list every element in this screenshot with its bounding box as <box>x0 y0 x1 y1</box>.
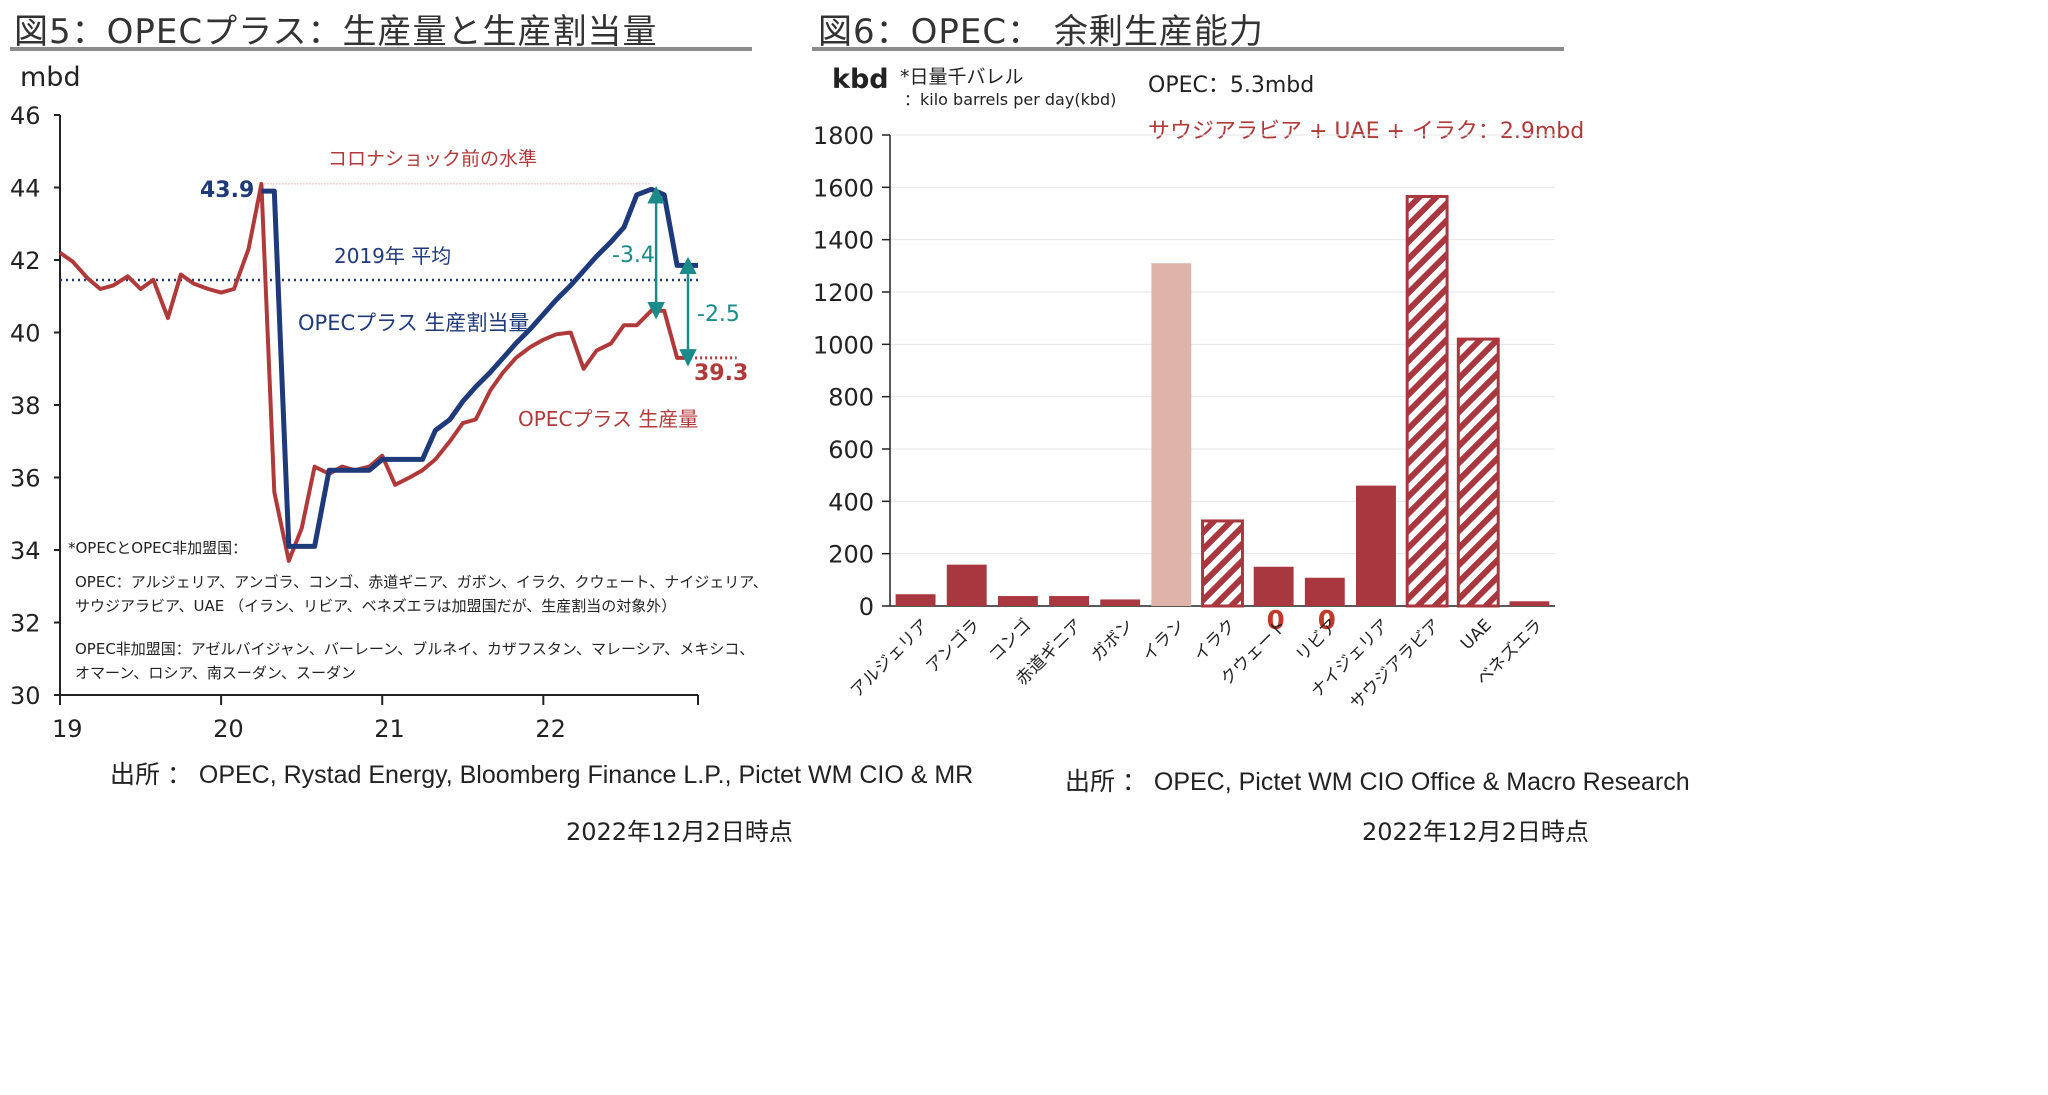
right-category-label: ガボン <box>1088 615 1138 665</box>
right-unit-note-2: ：kilo barrels per day(kbd) <box>904 90 1117 109</box>
bar-0 <box>895 594 936 606</box>
right-category-label: コンゴ <box>985 615 1036 666</box>
bar-5 <box>1151 263 1192 606</box>
right-category-label: イラン <box>1139 615 1189 665</box>
diff-3-4-label: -3.4 <box>612 243 655 268</box>
bar-11 <box>1456 337 1500 608</box>
right-y-tick-label: 1400 <box>813 227 874 255</box>
bar-10 <box>1405 194 1449 608</box>
left-unit-label: mbd <box>20 62 81 93</box>
right-y-tick-label: 800 <box>828 384 874 412</box>
left-y-tick-label: 34 <box>10 537 41 565</box>
right-chart-title: 図6：OPEC： 余剰生産能力 <box>818 12 1264 52</box>
right-category-label: アンゴラ <box>922 615 984 677</box>
left-y-tick-label: 32 <box>10 610 41 638</box>
left-y-axis: 30 32 34 36 38 40 42 44 46 <box>10 102 60 710</box>
note-opec-line-1: OPEC：アルジェリア、アンゴラ、コンゴ、赤道ギニア、ガボン、イラク、クウェート… <box>75 573 768 591</box>
left-x-tick-label: 21 <box>374 715 405 743</box>
value-43-9-label: 43.9 <box>200 178 254 203</box>
left-y-tick-label: 30 <box>10 682 41 710</box>
right-category-label: イラク <box>1190 615 1240 665</box>
left-y-tick-label: 42 <box>10 247 41 275</box>
pre-corona-label: コロナショック前の水準 <box>328 148 537 170</box>
right-date: 2022年12月2日時点 <box>1362 818 1589 846</box>
left-y-tick-label: 36 <box>10 465 41 493</box>
avg-2019-label: 2019年 平均 <box>334 244 451 268</box>
bar-8 <box>1304 577 1345 606</box>
right-y-tick-label: 1800 <box>813 122 874 150</box>
left-x-tick-label: 20 <box>213 715 244 743</box>
right-unit-note-1: *日量千バレル <box>900 66 1024 88</box>
bar-9 <box>1356 485 1396 606</box>
note-opec-line-2: サウジアラビア、UAE （イラン、リビア、ベネズエラは加盟国だが、生産割当の対象… <box>75 597 676 615</box>
quota-series-label: OPECプラス 生産割当量 <box>298 311 529 335</box>
right-title-rule <box>812 47 1564 51</box>
left-x-tick-label: 19 <box>52 715 83 743</box>
left-y-tick-label: 40 <box>10 320 41 348</box>
left-chart-title: 図5：OPECプラス：生産量と生産割当量 <box>14 12 658 52</box>
right-y-tick-label: 600 <box>828 436 874 464</box>
right-y-tick-label: 1000 <box>813 331 874 359</box>
bar-4 <box>1100 599 1141 606</box>
right-y-tick-label: 0 <box>859 593 874 621</box>
production-series-label: OPECプラス 生産量 <box>518 407 698 431</box>
right-y-axis: 0 200 400 600 800 1000 1200 1400 1600 1800 <box>813 122 890 621</box>
opec-total-label: OPEC：5.3mbd <box>1148 73 1315 98</box>
bar-1 <box>946 564 987 606</box>
diff-2-5-label: -2.5 <box>697 302 740 327</box>
right-gridlines <box>890 134 1555 555</box>
left-date: 2022年12月2日時点 <box>566 818 793 846</box>
right-category-label: サウジアラビア <box>1346 615 1444 713</box>
bar-12 <box>1509 601 1550 606</box>
value-39-3-label: 39.3 <box>694 361 748 386</box>
bar-2 <box>997 596 1038 606</box>
right-y-tick-label: 1200 <box>813 279 874 307</box>
left-x-axis: 19 20 21 22 <box>52 695 699 743</box>
production-series-line <box>58 181 692 563</box>
right-y-tick-label: 200 <box>828 541 874 569</box>
right-category-label: アルジェリア <box>847 615 933 701</box>
left-y-tick-label: 44 <box>10 175 41 203</box>
right-category-label: UAE <box>1457 615 1496 654</box>
note-non-opec-line-1: OPEC非加盟国：アゼルバイジャン、バーレーン、ブルネイ、カザフスタン、マレーシ… <box>75 640 754 658</box>
right-y-tick-label: 1600 <box>813 174 874 202</box>
bar-3 <box>1049 596 1089 606</box>
note-heading: *OPECとOPEC非加盟国： <box>68 539 247 557</box>
zero-marker-8: 0 <box>1318 606 1336 636</box>
left-y-tick-label: 46 <box>10 102 41 130</box>
right-unit-label: kbd <box>832 64 889 95</box>
left-y-tick-label: 38 <box>10 392 41 420</box>
subset-total-label: サウジアラビア + UAE + イラク：2.9mbd <box>1148 119 1585 144</box>
note-non-opec-line-2: オマーン、ロシア、南スーダン、スーダン <box>75 664 356 682</box>
left-x-tick-label: 22 <box>535 715 566 743</box>
bar-7 <box>1253 566 1294 606</box>
left-title-rule <box>10 47 752 51</box>
right-y-tick-label: 400 <box>828 488 874 516</box>
left-source: 出所 ： OPEC, Rystad Energy, Bloomberg Fina… <box>110 761 974 789</box>
bar-6 <box>1201 519 1244 608</box>
quota-series-line <box>261 186 698 549</box>
right-source: 出所 ： OPEC, Pictet WM CIO Office & Macro … <box>1065 768 1690 796</box>
zero-marker-7: 0 <box>1267 606 1285 636</box>
